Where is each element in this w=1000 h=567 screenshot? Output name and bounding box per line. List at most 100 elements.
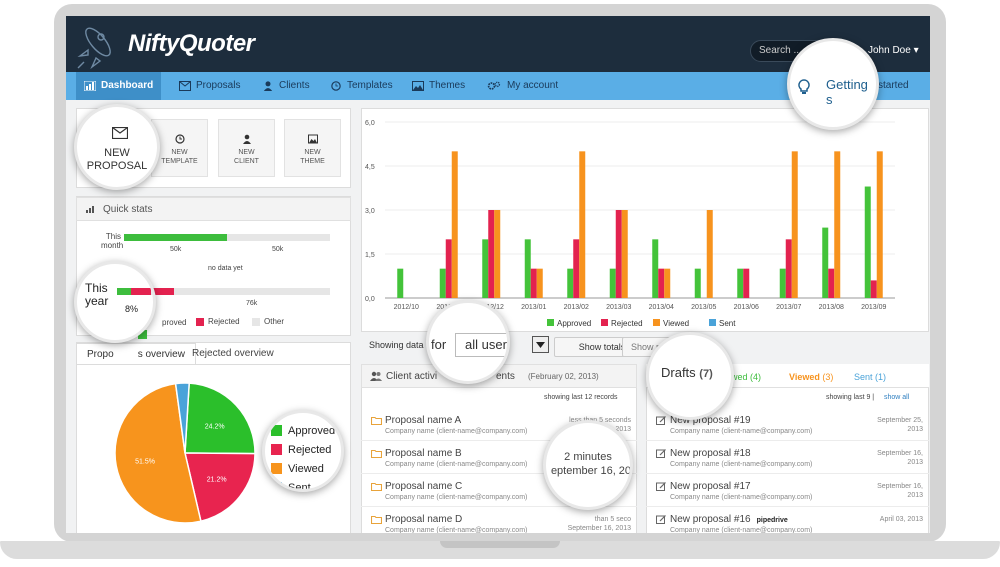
new-template-button[interactable]: NEW TEMPLATE: [151, 119, 208, 177]
new-client-button[interactable]: NEW CLIENT: [218, 119, 275, 177]
bar-approved: [652, 239, 659, 298]
draft-date: September 16, 2013: [877, 449, 923, 467]
nav-clients[interactable]: Clients: [262, 72, 310, 100]
users-icon: [370, 371, 382, 381]
nav-themes[interactable]: Themes: [412, 72, 465, 100]
app-screen: NiftyQuoter Search ... John Doe ▾ Dashbo…: [66, 16, 930, 533]
user-filter-dropdown[interactable]: [532, 336, 549, 353]
nav-my-account[interactable]: My account: [486, 72, 558, 100]
new-proposal-button[interactable]: NEW PROPOSAL: [74, 104, 160, 190]
tab-proposals-overview-label-a: Propo: [87, 349, 114, 360]
zoom-year-rejected: [131, 288, 151, 295]
draft-name[interactable]: New proposal #16 pipedrive: [670, 514, 788, 525]
y-tick-label: 0,0: [365, 296, 375, 303]
time-line-1: than 5 seco: [594, 516, 631, 523]
x-tick-label: 2013/06: [734, 304, 759, 311]
company-name: Company name (client-name@company.com): [385, 527, 528, 533]
draft-name[interactable]: New proposal #17: [670, 481, 751, 492]
x-tick-label: 2013/03: [606, 304, 631, 311]
nav-dashboard-label: Dashboard: [101, 80, 154, 91]
tab-viewed[interactable]: Viewed (3): [789, 372, 833, 382]
pie-legend-swatch: [271, 482, 282, 489]
activity-time: than 5 seco September 16, 2013: [568, 515, 631, 533]
top-bar: NiftyQuoter Search ... John Doe ▾: [66, 16, 930, 72]
new-template-label-2: TEMPLATE: [161, 158, 198, 165]
user-filter-select[interactable]: all users: [455, 333, 507, 357]
nav-templates[interactable]: Templates: [330, 72, 393, 100]
year-left-value: 8%: [125, 304, 139, 314]
envelope-icon: [179, 81, 191, 91]
no-data-text: no data yet: [208, 265, 243, 272]
time-zoom-line-2: eptember 16, 20: [550, 465, 632, 477]
this-month-line-2: month: [101, 241, 124, 250]
edit-icon: [656, 416, 666, 425]
draft-date: September 16, 2013: [877, 482, 923, 500]
pie-slice-approved: [184, 382, 256, 455]
legend-other-label: Other: [264, 317, 285, 326]
drafts-tab-zoom[interactable]: Drafts (7): [646, 332, 734, 420]
tab-viewed-label: Viewed: [789, 372, 820, 382]
getting-started-button[interactable]: Getting s: [787, 38, 879, 130]
bar-rejected: [530, 268, 537, 298]
drafts-showing-count: showing last 9 |: [826, 394, 875, 401]
draft-name[interactable]: New proposal #19: [670, 415, 751, 426]
tab-viewed-count: (3): [822, 372, 834, 382]
draft-date: September 25, 2013: [877, 416, 923, 434]
proposal-name[interactable]: Proposal name B: [385, 448, 462, 459]
month-right-value: 50k: [272, 246, 284, 253]
activity-row[interactable]: Proposal name C Company name (client-name…: [361, 476, 637, 507]
nav-account-label: My account: [507, 80, 559, 91]
draft-row[interactable]: New proposal #19 Company name (client-nam…: [646, 410, 929, 441]
pie-legend-label: Approved: [288, 424, 336, 437]
legend-swatch: [601, 319, 608, 326]
signal-bars-icon: [86, 206, 94, 213]
quick-stats-header: Quick stats: [76, 197, 351, 221]
bar-approved: [737, 268, 744, 298]
nav-getting-started-rest[interactable]: started: [878, 72, 909, 100]
nav-proposals[interactable]: Proposals: [179, 72, 240, 100]
nav-dashboard[interactable]: Dashboard: [76, 72, 162, 100]
activity-row[interactable]: Proposal name D Company name (client-name…: [361, 509, 637, 533]
client-activity-header: Client activi ents (February 02, 2013): [361, 364, 637, 388]
folder-icon: [371, 416, 382, 425]
tab-viewed-partial[interactable]: wed (4): [731, 372, 761, 382]
proposal-name[interactable]: Proposal name C: [385, 481, 463, 492]
bar-viewed: [664, 268, 671, 298]
new-theme-label-1: NEW: [304, 149, 321, 156]
legend-swatch: [653, 319, 660, 326]
company-name: Company name (client-name@company.com): [385, 428, 528, 435]
time-line-1: September 16,: [877, 483, 923, 490]
time-line-2: 2013: [907, 426, 923, 433]
y-tick-label: 1,5: [365, 252, 375, 259]
tab-sent[interactable]: Sent (1): [854, 372, 886, 382]
pie-legend-label: Viewed: [288, 462, 324, 475]
tab-rejected-overview[interactable]: Rejected overview: [182, 343, 284, 365]
show-all-link[interactable]: show all: [884, 394, 910, 401]
proposal-name[interactable]: Proposal name D: [385, 514, 463, 525]
draft-row[interactable]: New proposal #16 pipedrive Company name (c…: [646, 509, 929, 533]
draft-name[interactable]: New proposal #18: [670, 448, 751, 459]
pie-slice-sent: [174, 382, 190, 454]
x-tick-label: 2013/01: [521, 304, 546, 311]
bar-approved: [779, 268, 786, 298]
legend-approved-swatch: [138, 330, 147, 339]
company-name: Company name (client-name@company.com): [385, 494, 528, 501]
proposal-name[interactable]: Proposal name A: [385, 415, 462, 426]
tab-sent-label: Sent: [854, 372, 873, 382]
draft-row[interactable]: New proposal #18 Company name (client-nam…: [646, 443, 929, 474]
new-proposal-text: NEW PROPOSAL: [77, 147, 157, 173]
draft-row[interactable]: New proposal #17 Company name (client-nam…: [646, 476, 929, 507]
pie-legend-label: Rejected: [288, 443, 332, 456]
time-line-1: less than 5 seconds: [569, 417, 631, 424]
legend-label: Viewed: [663, 319, 689, 328]
bar-approved: [567, 268, 574, 298]
activity-row[interactable]: Proposal name B Company name (client-name…: [361, 443, 637, 474]
app-logo[interactable]: NiftyQuoter: [128, 30, 255, 57]
legend-label: Rejected: [611, 319, 643, 328]
new-theme-button[interactable]: NEW THEME: [284, 119, 341, 177]
new-client-label-2: CLIENT: [234, 158, 259, 165]
user-menu[interactable]: John Doe ▾: [868, 45, 919, 56]
nav-clients-label: Clients: [279, 80, 310, 91]
tab-proposals-overview[interactable]: Propo s overview: [76, 343, 196, 365]
x-tick-label: 2013/05: [691, 304, 716, 311]
